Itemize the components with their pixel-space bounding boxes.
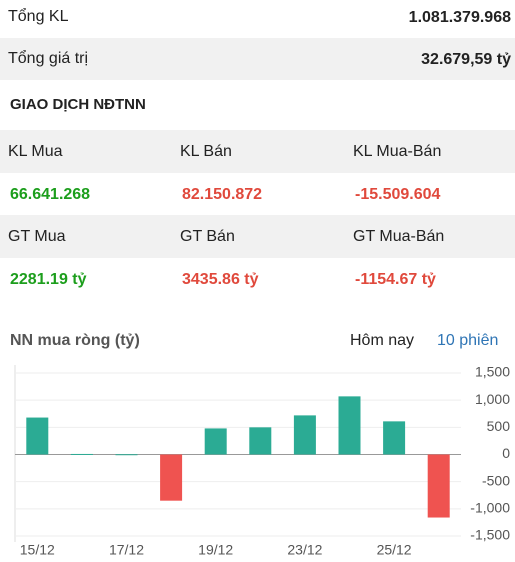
stats-value-row: 2281.19 tỷ 3435.86 tỷ -1154.67 tỷ: [0, 258, 515, 300]
x-tick-label: 19/12: [198, 542, 233, 558]
summary-row: Tổng giá trị 32.679,59 tỷ: [0, 38, 515, 80]
section-title: GIAO DỊCH NĐTNN: [10, 96, 146, 113]
y-tick-label: -500: [482, 472, 510, 488]
label: KL Mua-Bán: [353, 143, 442, 160]
value: 2281.19 tỷ: [10, 271, 87, 288]
bar: [70, 453, 93, 455]
value: 1.081.379.968: [408, 9, 511, 26]
tab[interactable]: 10 phiên: [437, 332, 499, 349]
label: GT Mua-Bán: [353, 228, 445, 245]
stats-value-row: 66.641.268 82.150.872 -15.509.604: [0, 173, 515, 215]
y-tick-label: -1,500: [470, 527, 510, 543]
summary-row: Tổng KL 1.081.379.968: [0, 0, 515, 38]
bar: [293, 415, 316, 455]
stats-label-row: GT Mua GT Bán GT Mua-Bán: [0, 215, 515, 258]
label: KL Mua: [8, 143, 63, 160]
y-tick-label: -1,000: [470, 500, 510, 516]
label: Tổng giá trị: [8, 50, 89, 67]
label: GT Mua: [8, 228, 66, 245]
value: 66.641.268: [10, 186, 91, 203]
y-tick-label: 500: [487, 418, 511, 434]
chart-title: NN mua ròng (tỷ): [10, 332, 140, 349]
x-tick-label: 15/12: [20, 542, 55, 558]
value: -1154.67 tỷ: [355, 271, 436, 288]
label: KL Bán: [180, 143, 232, 160]
bar: [26, 417, 49, 455]
bar: [383, 421, 406, 455]
bar: [115, 454, 138, 456]
bar: [204, 428, 227, 455]
chart: 1,500 1,000 500 0 -500 -1,000 -1,500 15/12 17/12…: [14, 364, 511, 558]
bar: [249, 427, 272, 455]
bar: [160, 454, 183, 501]
section-header: GIAO DỊCH NĐTNN: [0, 80, 515, 130]
x-tick-label: 25/12: [377, 542, 412, 558]
y-tick-label: 1,500: [475, 364, 510, 380]
bar: [427, 454, 450, 518]
label: Tổng KL: [8, 8, 69, 25]
x-tick-label: 17/12: [109, 542, 144, 558]
bar: [338, 396, 361, 455]
value: -15.509.604: [355, 186, 441, 203]
stats-label-row: KL Mua KL Bán KL Mua-Bán: [0, 130, 515, 173]
label: GT Bán: [180, 228, 235, 245]
value: 82.150.872: [182, 186, 263, 203]
value: 3435.86 tỷ: [182, 271, 259, 288]
tab[interactable]: Hôm nay: [350, 332, 415, 349]
y-tick-label: 1,000: [475, 391, 510, 407]
x-tick-label: 23/12: [287, 542, 322, 558]
value: 32.679,59 tỷ: [421, 51, 511, 68]
y-tick-label: 0: [502, 445, 510, 461]
